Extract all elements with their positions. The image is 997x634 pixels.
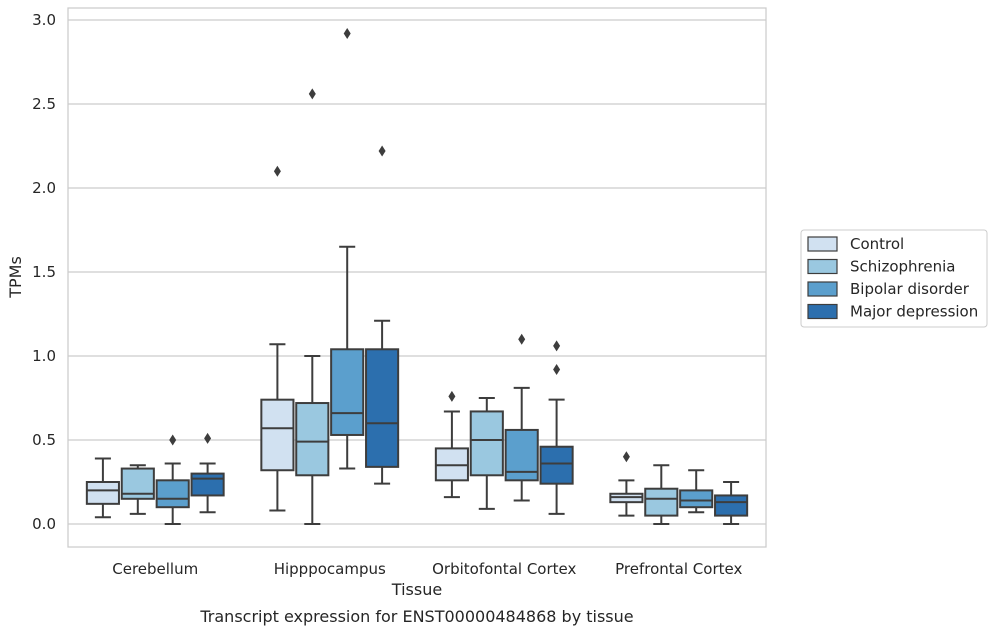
box-iqr <box>260 398 295 472</box>
y-tick-label: 0.5 <box>32 431 56 449</box>
box-prefrontal-cortex-control <box>609 451 644 517</box>
box-iqr <box>539 445 574 485</box>
legend-items: Control Schizophrenia Bipolar disorder Majo… <box>807 235 978 321</box>
legend-label: Control <box>850 235 904 253</box>
y-tick-label: 2.0 <box>32 179 56 197</box>
x-tick-label: Hipppocampus <box>274 560 386 578</box>
legend: Control Schizophrenia Bipolar disorder Majo… <box>800 229 988 328</box>
box-prefrontal-cortex-bipolar-disorder <box>679 469 714 514</box>
y-tick-label: 1.0 <box>32 347 56 365</box>
box-iqr <box>679 489 714 509</box>
outlier-point <box>343 27 351 39</box>
x-tick-label: Cerebellum <box>112 560 198 578</box>
y-tick-label: 3.0 <box>32 11 56 29</box>
plot-frame <box>67 7 767 548</box>
x-axis-label: Tissue <box>391 580 442 599</box>
outlier-point <box>448 390 456 402</box>
box-cerebellum-major-depression <box>190 432 225 514</box>
outlier-point <box>378 145 386 157</box>
legend-swatch <box>807 281 838 297</box>
y-tick-label: 2.5 <box>32 95 56 113</box>
y-tick-label: 1.5 <box>32 263 56 281</box>
legend-label: Bipolar disorder <box>850 280 970 298</box>
box-hipppocampus-bipolar-disorder <box>330 27 365 470</box>
outlier-point <box>273 165 281 177</box>
box-orbitofontal-cortex-major-depression <box>539 340 574 515</box>
box-iqr <box>85 481 120 505</box>
x-tick-labels: Cerebellum Hipppocampus Orbitofontal Corte… <box>112 560 742 578</box>
box-iqr <box>469 410 504 477</box>
y-axis-label: TPMs <box>6 256 25 299</box>
box-hipppocampus-schizophrenia <box>295 88 330 525</box>
box-orbitofontal-cortex-bipolar-disorder <box>504 333 539 502</box>
outlier-point <box>622 451 630 463</box>
legend-label: Schizophrenia <box>850 258 955 276</box>
box-iqr <box>155 479 190 509</box>
box-iqr <box>714 494 749 517</box>
outlier-point <box>553 363 561 375</box>
outlier-point <box>204 432 212 444</box>
legend-frame <box>800 229 988 328</box>
box-cerebellum-schizophrenia <box>120 464 155 515</box>
outlier-point <box>169 434 177 446</box>
box-iqr <box>644 487 679 517</box>
legend-swatch <box>807 258 838 275</box>
box-orbitofontal-cortex-control <box>434 390 469 499</box>
box-cerebellum-control <box>85 457 120 519</box>
box-iqr <box>190 472 225 497</box>
box-prefrontal-cortex-schizophrenia <box>644 464 679 525</box>
outlier-point <box>553 340 561 352</box>
x-tick-label: Prefrontal Cortex <box>615 560 742 578</box>
gridlines <box>68 19 766 525</box>
outlier-point <box>518 333 526 345</box>
box-iqr <box>330 348 365 436</box>
y-tick-labels: 0.0 0.5 1.0 1.5 2.0 2.5 3.0 <box>32 11 56 533</box>
box-cerebellum-bipolar-disorder <box>155 434 190 525</box>
legend-label: Major depression <box>850 303 978 321</box>
box-hipppocampus-control <box>260 165 295 512</box>
box-iqr <box>365 348 400 468</box>
legend-swatch <box>807 303 838 320</box>
outlier-point <box>308 88 316 100</box>
x-tick-label: Orbitofontal Cortex <box>432 560 576 578</box>
y-tick-label: 0.0 <box>32 515 56 533</box>
box-orbitofontal-cortex-schizophrenia <box>469 397 504 510</box>
box-hipppocampus-major-depression <box>365 145 400 485</box>
boxes <box>85 27 749 525</box>
legend-swatch <box>807 236 838 252</box>
chart-caption: Transcript expression for ENST0000048486… <box>199 607 633 626</box>
box-iqr <box>295 402 330 477</box>
box-prefrontal-cortex-major-depression <box>714 481 749 525</box>
